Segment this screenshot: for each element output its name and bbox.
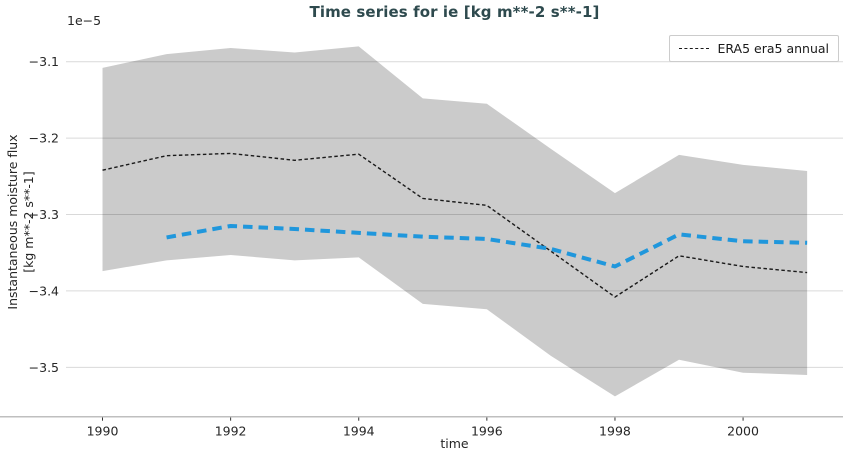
x-tick-label: 1990 bbox=[87, 424, 119, 439]
x-axis-title: time bbox=[440, 436, 469, 451]
y-axis-title-line2: [kg m**-2 s**-1] bbox=[21, 171, 37, 273]
y-tick-label: −3.1 bbox=[29, 54, 59, 69]
legend-entry-label: ERA5 era5 annual bbox=[717, 41, 829, 56]
chart-title: Time series for ie [kg m**-2 s**-1] bbox=[309, 3, 600, 21]
x-tick-label: 1992 bbox=[215, 424, 247, 439]
legend: ERA5 era5 annual bbox=[669, 35, 839, 62]
x-tick-label: 2000 bbox=[727, 424, 759, 439]
y-tick-label: −3.3 bbox=[29, 207, 59, 222]
legend-dashed-line-icon bbox=[679, 48, 710, 49]
y-tick-label: −3.4 bbox=[29, 283, 59, 298]
y-axis-title-line1: Instantaneous moisture flux bbox=[5, 134, 20, 310]
series-smoothed-mean bbox=[166, 223, 808, 269]
y-tick-label: −3.2 bbox=[29, 131, 59, 146]
y-axis-offset-label: 1e−5 bbox=[67, 13, 102, 28]
y-tick-label: −3.5 bbox=[29, 360, 59, 375]
spread-band bbox=[102, 46, 808, 397]
x-tick-label: 1998 bbox=[599, 424, 631, 439]
series-era5-annual bbox=[102, 152, 808, 298]
y-axis-title: Instantaneous moisture flux [kg m**-2 s*… bbox=[5, 62, 39, 382]
x-tick-label: 1996 bbox=[471, 424, 503, 439]
x-tick-label: 1994 bbox=[343, 424, 375, 439]
